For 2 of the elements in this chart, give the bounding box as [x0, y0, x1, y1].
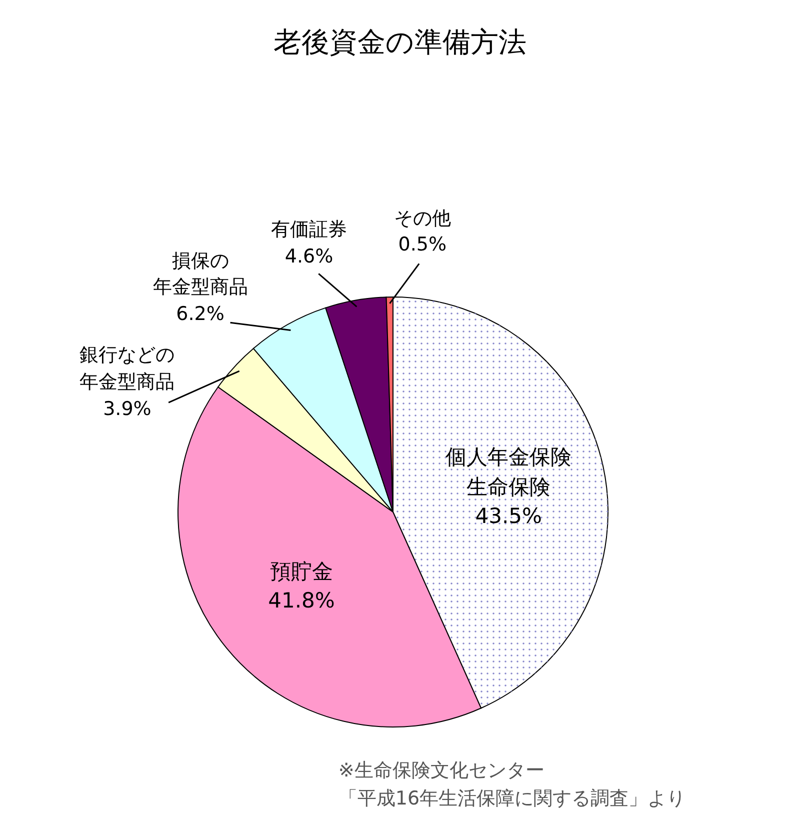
annotation: ※生命保険文化センター「平成16年生活保障に関する調査」より — [338, 758, 686, 811]
title: 老後資金の準備方法 — [274, 24, 526, 60]
